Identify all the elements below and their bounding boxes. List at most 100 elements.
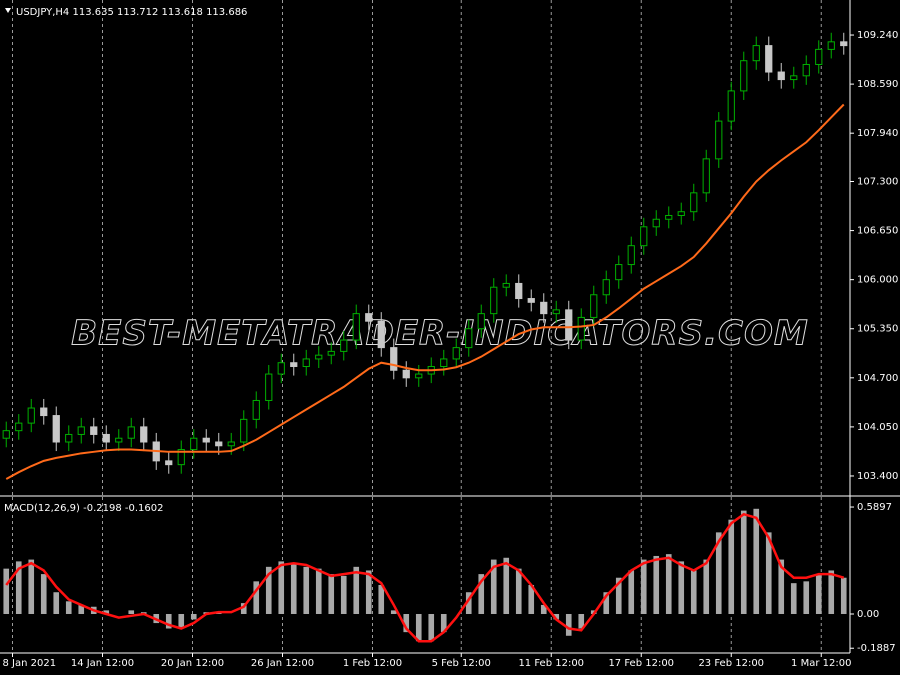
candle-body (552, 309, 560, 315)
candle-body (740, 60, 748, 92)
macd-bar (790, 583, 797, 614)
candle-body (190, 437, 198, 451)
macd-bar (178, 614, 185, 629)
macd-bar (778, 559, 785, 614)
y-tick-label: -0.1887 (857, 643, 896, 654)
macd-bar (740, 510, 747, 614)
macd-bar (315, 568, 322, 614)
candle-body (577, 316, 585, 341)
x-tick-label: 11 Feb 12:00 (518, 658, 584, 669)
macd-bar (528, 584, 535, 614)
candle-body (290, 362, 298, 367)
macd-bar (753, 508, 760, 614)
candle-body (215, 441, 223, 447)
candle-body (15, 422, 23, 432)
x-tick-label: 26 Jan 12:00 (251, 658, 314, 669)
candle-body (115, 437, 123, 443)
macd-bar (190, 614, 197, 620)
candle-body (202, 437, 210, 443)
macd-bar (365, 570, 372, 614)
candle-body (52, 415, 60, 443)
candle-body (465, 328, 473, 349)
candle-body (490, 286, 498, 315)
candle-body (302, 358, 310, 367)
macd-bar (503, 557, 510, 614)
macd-bar (428, 614, 435, 642)
candle-body (265, 373, 273, 401)
macd-bar (803, 581, 810, 614)
candle-body (515, 282, 523, 300)
candle-body (177, 449, 185, 466)
candle-body (2, 430, 10, 439)
macd-bar (265, 566, 272, 614)
y-tick-label: 106.650 (857, 226, 898, 237)
candle-body (502, 282, 510, 288)
candle-body (40, 407, 48, 417)
candle-body (827, 41, 835, 50)
y-tick-label: 104.050 (857, 422, 898, 433)
macd-bar (240, 603, 247, 614)
macd-bar (765, 532, 772, 614)
candle-body (252, 399, 260, 420)
macd-bar (703, 559, 710, 614)
candle-body (440, 358, 448, 367)
symbol-dropdown[interactable] (5, 8, 11, 13)
macd-bar (78, 604, 85, 614)
macd-bar (690, 570, 697, 614)
macd-bar (403, 614, 410, 633)
candle-body (140, 426, 148, 443)
macd-bar (565, 614, 572, 636)
candle-body (477, 313, 485, 330)
macd-bar (640, 559, 647, 614)
candle-body (727, 90, 735, 122)
candle-body (390, 347, 398, 371)
macd-bar (3, 568, 10, 614)
candle-body (340, 339, 348, 352)
candle-body (90, 426, 98, 435)
candle-body (627, 245, 635, 266)
macd-bar (728, 519, 735, 614)
candle-body (815, 48, 823, 65)
y-tick-label: 108.590 (857, 79, 898, 90)
macd-bar (653, 555, 660, 614)
macd-bar (165, 614, 172, 629)
candle-body (752, 45, 760, 62)
candle-body (640, 226, 648, 247)
candle-body (840, 41, 848, 47)
candle-body (602, 279, 610, 296)
macd-bar (465, 592, 472, 614)
macd-bar (578, 614, 585, 629)
candle-body (315, 354, 323, 360)
macd-bar (665, 554, 672, 614)
macd-bar (128, 610, 135, 614)
moving-average (5, 103, 845, 480)
macd-header: MACD(12,26,9) -0.2198 -0.1602 (4, 503, 164, 514)
candle-body (165, 460, 173, 466)
x-tick-label: 20 Jan 12:00 (161, 658, 224, 669)
y-tick-label: 104.700 (857, 373, 898, 384)
candle-body (352, 313, 360, 341)
candle-body (790, 75, 798, 81)
candle-body (127, 426, 135, 439)
macd-bar (440, 614, 447, 633)
macd-bar (340, 575, 347, 614)
candle-body (65, 433, 73, 443)
x-tick-label: 17 Feb 12:00 (608, 658, 674, 669)
candle-body (702, 158, 710, 194)
macd-bar (815, 574, 822, 614)
signal-line (5, 512, 845, 643)
y-tick-label: 0.00 (857, 609, 879, 620)
macd-bar (303, 566, 310, 614)
candle-body (365, 313, 373, 322)
macd-bar (490, 559, 497, 614)
macd-bar (603, 592, 610, 614)
x-tick-label: 1 Feb 12:00 (343, 658, 402, 669)
y-tick-label: 109.240 (857, 30, 898, 41)
macd-bar (715, 532, 722, 614)
x-tick-label: 1 Mar 12:00 (791, 658, 851, 669)
macd-bar (840, 577, 847, 614)
macd-bar (540, 604, 547, 614)
y-tick-label: 107.940 (857, 128, 898, 139)
candle-body (77, 426, 85, 435)
